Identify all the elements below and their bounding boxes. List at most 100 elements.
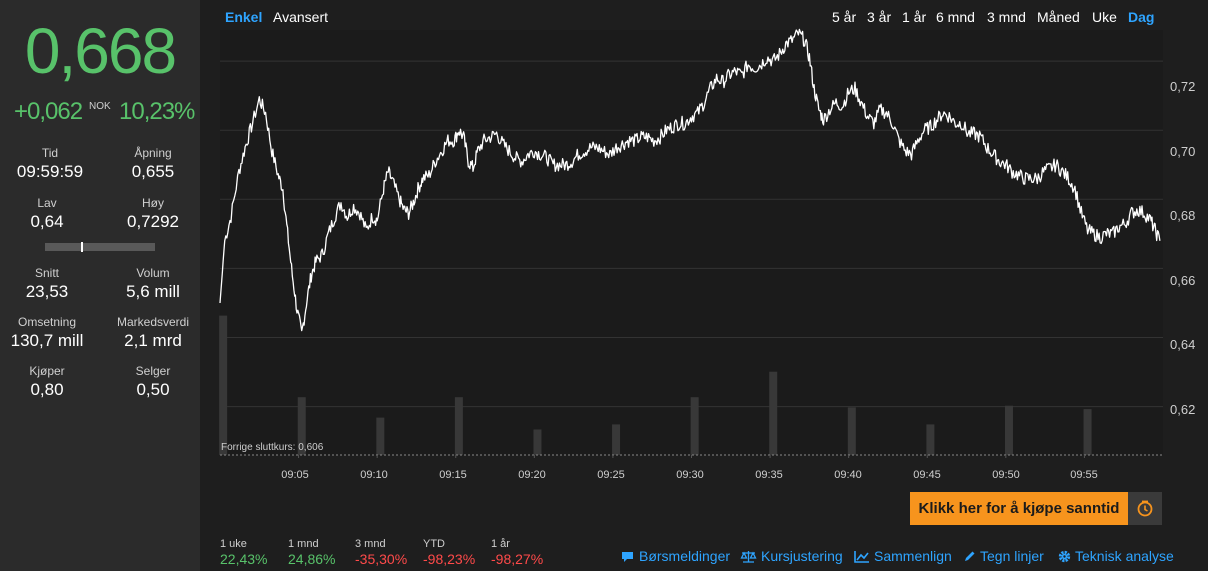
tool-label: Teknisk analyse xyxy=(1075,548,1174,564)
mode-simple-tab[interactable]: Enkel xyxy=(225,9,263,25)
volume-bar xyxy=(769,371,778,455)
gear-icon xyxy=(1058,550,1071,563)
period-1y[interactable]: 1 år xyxy=(902,9,927,25)
x-tick-label: 09:05 xyxy=(281,469,309,481)
volume-bar xyxy=(454,397,463,455)
x-tick-label: 09:50 xyxy=(992,469,1020,481)
last-price: 0,668 xyxy=(24,15,177,87)
stat-label: Volum xyxy=(136,266,170,280)
quote-panel: 0,668 +0,062 NOK 10,23% Tid 09:59:59 Åpn… xyxy=(0,0,200,571)
perf-value: -98,27% xyxy=(491,551,544,567)
perf-value: -35,30% xyxy=(355,551,408,567)
x-tick-label: 09:25 xyxy=(597,469,625,481)
x-tick-label: 09:45 xyxy=(913,469,941,481)
stat-label: Markedsverdi xyxy=(116,315,190,329)
perf-label: 1 uke xyxy=(220,538,247,550)
perf-value: 22,43% xyxy=(220,551,268,567)
stat-time: Tid 09:59:59 xyxy=(0,146,100,182)
period-3y[interactable]: 3 år xyxy=(867,9,892,25)
change-absolute: +0,062 xyxy=(14,98,83,125)
x-tick-label: 09:10 xyxy=(360,469,388,481)
tool-label: Sammenlign xyxy=(874,548,952,564)
stat-label: Åpning xyxy=(134,146,172,160)
y-tick-label: 0,68 xyxy=(1170,208,1196,223)
scale-icon xyxy=(740,551,757,563)
buy-realtime-icon-button[interactable] xyxy=(1128,492,1162,525)
perf-1w: 1 uke 22,43% xyxy=(220,538,267,567)
stat-high: Høy 0,7292 xyxy=(103,196,203,232)
stat-value: 0,80 xyxy=(30,380,64,399)
x-tick-label: 09:55 xyxy=(1070,469,1098,481)
mode-advanced-tab[interactable]: Avansert xyxy=(273,9,328,25)
x-tick-label: 09:15 xyxy=(439,469,467,481)
stat-low: Lav 0,64 xyxy=(0,196,97,232)
perf-value: 24,86% xyxy=(288,551,336,567)
period-day[interactable]: Dag xyxy=(1128,9,1155,25)
perf-label: 1 år xyxy=(491,538,510,550)
stat-label: Snitt xyxy=(34,266,59,280)
x-tick-label: 09:35 xyxy=(755,469,783,481)
period-6m[interactable]: 6 mnd xyxy=(936,9,975,25)
buy-realtime-button[interactable]: Klikk her for å kjøpe sanntid xyxy=(910,492,1128,525)
volume-bar xyxy=(612,424,621,455)
tool-news-link[interactable]: Børsmeldinger xyxy=(620,548,730,564)
stat-bid: Kjøper 0,80 xyxy=(0,364,97,400)
stat-average: Snitt 23,53 xyxy=(0,266,97,302)
price-chart[interactable] xyxy=(200,0,1208,480)
tool-technical-analysis-link[interactable]: Teknisk analyse xyxy=(1058,548,1174,564)
stat-label: Tid xyxy=(41,146,59,160)
volume-bar xyxy=(1004,405,1013,455)
perf-value: -98,23% xyxy=(423,551,476,567)
currency-label: NOK xyxy=(89,101,111,112)
tool-draw-lines-link[interactable]: Tegn linjer xyxy=(963,548,1044,564)
x-tick-label: 09:30 xyxy=(676,469,704,481)
plot-background xyxy=(220,30,1163,455)
tool-compare-link[interactable]: Sammenlign xyxy=(854,548,952,564)
y-tick-label: 0,64 xyxy=(1170,337,1196,352)
chart-area: Enkel Avansert 5 år 3 år 1 år 6 mnd 3 mn… xyxy=(200,0,1208,571)
y-tick-label: 0,66 xyxy=(1170,273,1196,288)
perf-label: 1 mnd xyxy=(288,538,319,550)
perf-1m: 1 mnd 24,86% xyxy=(288,538,335,567)
stat-value: 5,6 mill xyxy=(126,282,180,301)
trend-icon xyxy=(854,551,869,563)
stat-open: Åpning 0,655 xyxy=(103,146,203,182)
stat-value: 23,53 xyxy=(25,282,69,301)
day-range-bar xyxy=(45,242,155,252)
stat-value: 0,655 xyxy=(131,162,175,181)
previous-close-label: Forrige sluttkurs: 0,606 xyxy=(221,442,324,453)
stat-ask: Selger 0,50 xyxy=(103,364,203,400)
y-tick-label: 0,72 xyxy=(1170,79,1196,94)
stat-label: Kjøper xyxy=(29,364,65,378)
period-3m[interactable]: 3 mnd xyxy=(987,9,1026,25)
perf-1y: 1 år -98,27% xyxy=(491,538,543,567)
period-month[interactable]: Måned xyxy=(1037,9,1080,25)
period-5y[interactable]: 5 år xyxy=(832,9,857,25)
stat-value: 09:59:59 xyxy=(16,162,84,181)
stat-value: 2,1 mrd xyxy=(124,331,182,350)
perf-label: YTD xyxy=(423,538,445,550)
stat-value: 0,7292 xyxy=(127,212,179,231)
stat-label: Høy xyxy=(142,196,164,210)
pencil-icon xyxy=(965,551,975,561)
stat-volume: Volum 5,6 mill xyxy=(103,266,203,302)
stat-label: Lav xyxy=(37,196,57,210)
tool-label: Kursjustering xyxy=(761,548,843,564)
stat-value: 0,64 xyxy=(30,212,64,231)
period-week[interactable]: Uke xyxy=(1092,9,1117,25)
volume-bar xyxy=(1083,409,1092,455)
volume-bar xyxy=(847,407,856,455)
stat-turnover: Omsetning 130,7 mill xyxy=(0,315,97,351)
tool-price-adjust-link[interactable]: Kursjustering xyxy=(740,548,843,564)
y-tick-label: 0,62 xyxy=(1170,402,1196,417)
price-line xyxy=(219,28,1161,332)
volume-bar xyxy=(376,417,385,455)
tool-label: Tegn linjer xyxy=(980,548,1044,564)
clock-icon xyxy=(1137,500,1153,517)
y-tick-label: 0,70 xyxy=(1170,144,1196,159)
perf-label: 3 mnd xyxy=(355,538,386,550)
perf-ytd: YTD -98,23% xyxy=(423,538,475,567)
change-percent: 10,23% xyxy=(119,98,195,125)
stat-value: 130,7 mill xyxy=(10,331,84,350)
tool-label: Børsmeldinger xyxy=(639,548,731,564)
